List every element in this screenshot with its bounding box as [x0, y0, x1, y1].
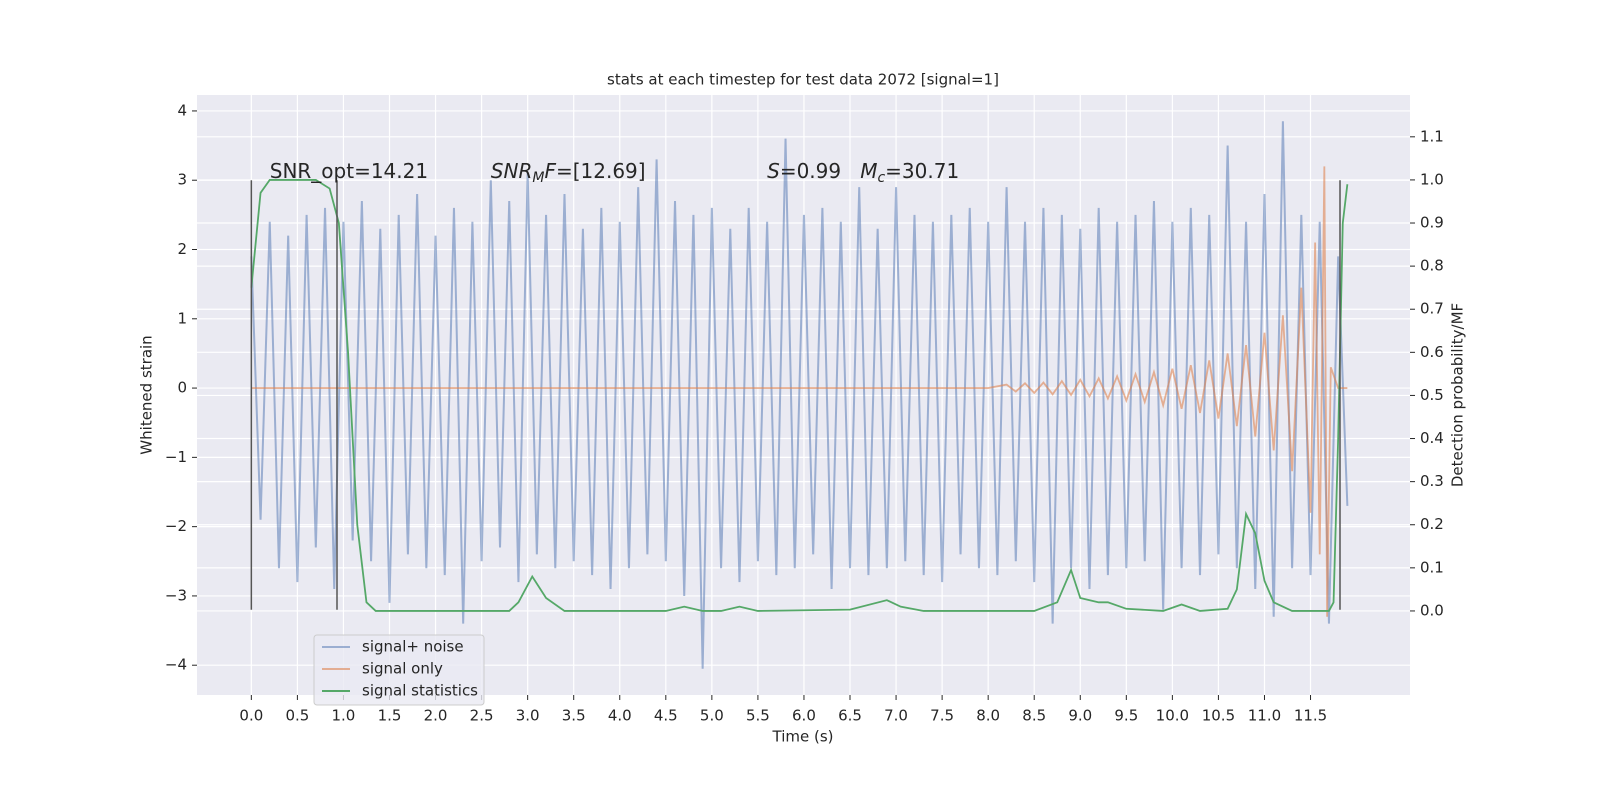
- x-tick-label: 5.0: [700, 707, 724, 725]
- y2-tick-label: 0.6: [1420, 343, 1444, 361]
- y2-axis-label: Detection probability/MF: [1449, 303, 1467, 487]
- x-tick-label: 6.5: [838, 707, 862, 725]
- x-tick-label: 8.5: [1022, 707, 1046, 725]
- y-tick-label: −1: [165, 448, 187, 466]
- y-tick-label: 2: [177, 240, 187, 258]
- legend-label: signal+ noise: [362, 638, 464, 656]
- annotation-part: M: [532, 170, 544, 186]
- x-axis-label: Time (s): [772, 728, 834, 746]
- y-tick-label: −4: [165, 656, 187, 674]
- x-tick-label: 7.5: [930, 707, 954, 725]
- y-tick-label: 1: [177, 309, 187, 327]
- annotation: SNRMF=[12.69]: [491, 158, 646, 186]
- x-tick-label: 3.0: [516, 707, 540, 725]
- annotation: S=0.99 Mc=30.71: [767, 158, 959, 186]
- x-tick-label: 1.0: [332, 707, 356, 725]
- annotation-part: =[12.69]: [556, 158, 646, 182]
- ticks: 0.0 0.5 1.0 1.5 2.0 2.5 3.0 3.5 4.0 4.5 5.0 5.5 6.0 6…: [165, 101, 1444, 724]
- y2-tick-label: 0.8: [1420, 257, 1444, 275]
- legend-label: signal statistics: [362, 682, 478, 700]
- x-tick-label: 3.5: [562, 707, 586, 725]
- y-tick-label: −2: [165, 517, 187, 535]
- x-tick-label: 2.5: [470, 707, 494, 725]
- chart-title: stats at each timestep for test data 207…: [607, 71, 999, 89]
- x-tick-label: 5.5: [746, 707, 770, 725]
- y-axis-label: Whitened strain: [138, 335, 156, 454]
- annotation-part: =0.99: [780, 158, 860, 182]
- y2-tick-label: 0.3: [1420, 472, 1444, 490]
- x-tick-label: 7.0: [884, 707, 908, 725]
- legend-label: signal only: [362, 660, 443, 678]
- annotation: SNR_opt=14.21: [270, 158, 428, 182]
- y2-tick-label: 0.7: [1420, 300, 1444, 318]
- legend-box: [313, 634, 485, 706]
- annotation-part: F: [544, 158, 556, 182]
- y2-tick-label: 0.5: [1420, 386, 1444, 404]
- annotation-part: SNR_opt=14.21: [270, 158, 428, 182]
- x-tick-label: 4.5: [654, 707, 678, 725]
- y2-tick-label: 1.0: [1420, 170, 1444, 188]
- legend: signal+ noise signal only signal statistic…: [313, 634, 485, 706]
- y-tick-label: 3: [177, 171, 187, 189]
- x-tick-label: 2.0: [424, 707, 448, 725]
- series-line: [251, 166, 1348, 617]
- y2-tick-label: 0.4: [1420, 429, 1444, 447]
- series-line: [250, 179, 1349, 612]
- annotation-part: M: [860, 158, 877, 182]
- x-tick-label: 8.0: [976, 707, 1000, 725]
- x-tick-label: 11.0: [1248, 707, 1281, 725]
- y2-tick-label: 0.9: [1420, 214, 1444, 232]
- x-tick-label: 11.5: [1294, 707, 1327, 725]
- y-tick-label: 0: [177, 379, 187, 397]
- annotation-part: c: [877, 170, 885, 186]
- series-line: [250, 121, 1349, 669]
- x-tick-label: 0.0: [239, 707, 263, 725]
- y-tick-label: 4: [177, 101, 187, 119]
- x-tick-label: 9.0: [1068, 707, 1092, 725]
- x-tick-label: 1.5: [378, 707, 402, 725]
- x-tick-label: 4.0: [608, 707, 632, 725]
- x-tick-label: 10.0: [1156, 707, 1189, 725]
- annotations: SNR_opt=14.21 SNRMF=[12.69] S=0.99 Mc=30.7…: [270, 158, 959, 186]
- x-tick-label: 9.5: [1114, 707, 1138, 725]
- x-tick-label: 0.5: [285, 707, 309, 725]
- x-tick-label: 6.0: [792, 707, 816, 725]
- annotation-part: S: [767, 158, 780, 182]
- x-tick-label: 10.5: [1202, 707, 1235, 725]
- annotation-part: SNR: [491, 158, 533, 182]
- y2-tick-label: 0.1: [1420, 558, 1444, 576]
- marks: [250, 121, 1349, 669]
- y-tick-label: −3: [165, 586, 187, 604]
- y2-tick-label: 1.1: [1420, 127, 1444, 145]
- y2-tick-label: 0.0: [1420, 601, 1444, 619]
- annotation-part: =30.71: [885, 158, 959, 182]
- y2-tick-label: 0.2: [1420, 515, 1444, 533]
